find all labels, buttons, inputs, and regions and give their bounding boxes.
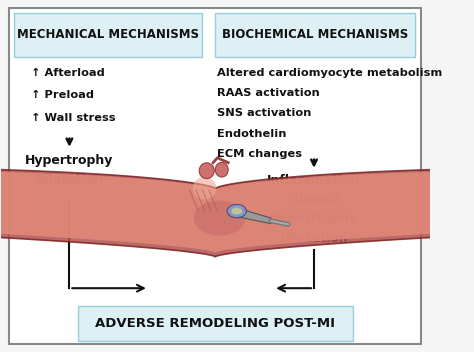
Ellipse shape <box>194 201 246 235</box>
Ellipse shape <box>231 208 242 215</box>
PathPatch shape <box>0 167 474 257</box>
Ellipse shape <box>227 205 246 218</box>
Bar <box>215 13 415 57</box>
Text: SNS activation: SNS activation <box>218 108 312 118</box>
Text: Fibrosis: Fibrosis <box>286 193 341 206</box>
PathPatch shape <box>0 170 474 252</box>
Text: RAAS activation: RAAS activation <box>218 88 320 98</box>
Text: Hypertrophy: Hypertrophy <box>25 154 114 167</box>
Text: ↑ Wall stress: ↑ Wall stress <box>31 113 115 123</box>
Ellipse shape <box>193 177 216 200</box>
Ellipse shape <box>215 162 228 177</box>
Text: ↑ Preload: ↑ Preload <box>31 90 94 100</box>
Text: Endothelin: Endothelin <box>218 128 287 139</box>
Text: Dilatation: Dilatation <box>35 173 104 186</box>
Text: Altered cardiomyocyte metabolism: Altered cardiomyocyte metabolism <box>218 68 443 77</box>
Bar <box>14 13 202 57</box>
Ellipse shape <box>199 163 214 178</box>
Text: Inflammation: Inflammation <box>267 174 361 187</box>
Text: Dilatation: Dilatation <box>280 232 348 245</box>
Text: Hypertrophy: Hypertrophy <box>270 212 358 225</box>
Text: BIOCHEMICAL MECHANISMS: BIOCHEMICAL MECHANISMS <box>222 28 409 41</box>
Polygon shape <box>239 209 271 224</box>
Text: ECM changes: ECM changes <box>218 149 302 159</box>
Bar <box>78 306 353 341</box>
Text: ADVERSE REMODELING POST-MI: ADVERSE REMODELING POST-MI <box>95 317 335 330</box>
Text: MECHANICAL MECHANISMS: MECHANICAL MECHANISMS <box>17 28 199 41</box>
Text: ↑ Afterload: ↑ Afterload <box>31 68 104 77</box>
